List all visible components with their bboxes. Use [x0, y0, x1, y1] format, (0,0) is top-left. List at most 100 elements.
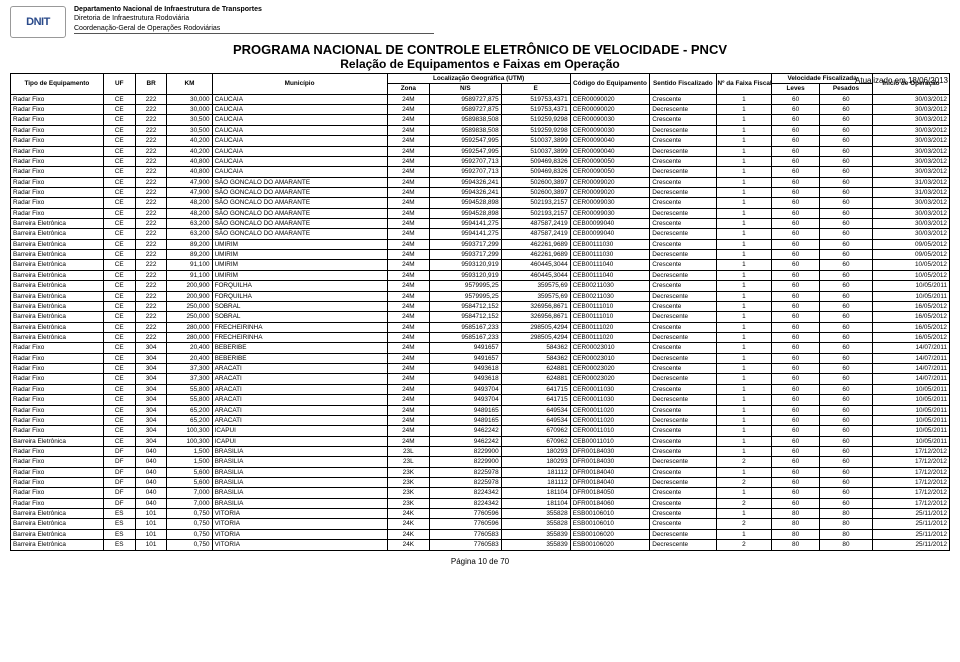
cell: 24K: [387, 529, 429, 539]
table-row: Radar FixoCE30420,400BEBERIBE24M94916575…: [11, 353, 950, 363]
cell: 181112: [501, 478, 570, 488]
cell: 60: [772, 467, 820, 477]
cell: Radar Fixo: [11, 457, 104, 467]
table-head: Tipo de Equipamento UF BR KM Município L…: [11, 74, 950, 95]
cell: 181112: [501, 467, 570, 477]
cell: 60: [772, 374, 820, 384]
cell: 1: [716, 332, 772, 342]
cell: CEB00111040: [570, 270, 650, 280]
cell: SÃO GONCALO DO AMARANTE: [212, 219, 387, 229]
cell: 1: [716, 446, 772, 456]
cell: 355839: [501, 529, 570, 539]
cell: 30/03/2012: [873, 156, 950, 166]
cell: 1: [716, 374, 772, 384]
cell: 16/05/2012: [873, 322, 950, 332]
cell: BRASILIA: [212, 446, 387, 456]
cell: 2: [716, 540, 772, 550]
table-row: Barreira EletrônicaCE222200,900FORQUILHA…: [11, 281, 950, 291]
cell: CER00090020: [570, 94, 650, 104]
cell: 24M: [387, 198, 429, 208]
cell: 460445,3044: [501, 260, 570, 270]
cell: 60: [772, 446, 820, 456]
cell: 30,500: [167, 115, 212, 125]
cell: 222: [135, 208, 167, 218]
cell: 80: [772, 509, 820, 519]
cell: 30/03/2012: [873, 167, 950, 177]
cell: 250,000: [167, 312, 212, 322]
cell: 9462242: [430, 426, 502, 436]
cell: 487587,2419: [501, 229, 570, 239]
cell: CE: [103, 115, 135, 125]
cell: 24M: [387, 415, 429, 425]
cell: CE: [103, 270, 135, 280]
table-row: Radar FixoCE22240,800CAUCAIA24M9592707,7…: [11, 156, 950, 166]
cell: 60: [772, 94, 820, 104]
cell: 91,100: [167, 270, 212, 280]
cell: CEB00011010: [570, 436, 650, 446]
cell: 55,800: [167, 395, 212, 405]
table-row: Radar FixoCE22247,900SÃO GONCALO DO AMAR…: [11, 187, 950, 197]
table-row: Radar FixoDF0405,600BRASILIA23K822597818…: [11, 478, 950, 488]
cell: Decrescente: [650, 229, 716, 239]
cell: CEB00111020: [570, 332, 650, 342]
cell: CER00011020: [570, 415, 650, 425]
cell: DF: [103, 457, 135, 467]
cell: DFR00184030: [570, 457, 650, 467]
cell: 1: [716, 343, 772, 353]
table-row: Radar FixoCE30437,300ARACATI24M949361862…: [11, 374, 950, 384]
cell: 670962: [501, 436, 570, 446]
cell: 30/03/2012: [873, 105, 950, 115]
cell: 9491657: [430, 353, 502, 363]
cell: CAUCAIA: [212, 115, 387, 125]
table-row: Radar FixoDF0407,000BRASILIA23K822434218…: [11, 488, 950, 498]
table-row: Radar FixoCE22240,200CAUCAIA24M9592547,9…: [11, 136, 950, 146]
cell: 24M: [387, 343, 429, 353]
cell: Radar Fixo: [11, 405, 104, 415]
cell: 1: [716, 322, 772, 332]
cell: CER00090040: [570, 146, 650, 156]
cell: 222: [135, 322, 167, 332]
cell: 0,750: [167, 540, 212, 550]
cell: 298505,4294: [501, 322, 570, 332]
cell: 60: [772, 498, 820, 508]
cell: 519753,4371: [501, 105, 570, 115]
cell: 180293: [501, 457, 570, 467]
cell: 23K: [387, 478, 429, 488]
cell: Radar Fixo: [11, 343, 104, 353]
cell: DFR00184040: [570, 467, 650, 477]
cell: Crescente: [650, 509, 716, 519]
cell: 1: [716, 291, 772, 301]
cell: 60: [772, 405, 820, 415]
cell: 9585167,233: [430, 332, 502, 342]
cell: 1: [716, 239, 772, 249]
table-row: Radar FixoCE22248,200SÃO GONCALO DO AMAR…: [11, 198, 950, 208]
cell: 9592547,995: [430, 136, 502, 146]
cell: 326956,8671: [501, 301, 570, 311]
cell: ARACATI: [212, 384, 387, 394]
cell: 24M: [387, 332, 429, 342]
cell: 30/03/2012: [873, 125, 950, 135]
cell: 60: [772, 229, 820, 239]
table-row: Radar FixoCE304100,300ICAPUI24M946224267…: [11, 426, 950, 436]
cell: VITORIA: [212, 540, 387, 550]
cell: Decrescente: [650, 146, 716, 156]
th-uf: UF: [103, 74, 135, 95]
cell: 60: [819, 384, 872, 394]
cell: Crescente: [650, 446, 716, 456]
cell: 519753,4371: [501, 94, 570, 104]
cell: Decrescente: [650, 312, 716, 322]
cell: Crescente: [650, 94, 716, 104]
cell: Crescente: [650, 177, 716, 187]
cell: 326956,8671: [501, 312, 570, 322]
cell: 641715: [501, 384, 570, 394]
cell: CAUCAIA: [212, 146, 387, 156]
th-tipo: Tipo de Equipamento: [11, 74, 104, 95]
cell: Barreira Eletrônica: [11, 529, 104, 539]
cell: 9592707,713: [430, 167, 502, 177]
cell: Crescente: [650, 239, 716, 249]
cell: SÃO GONCALO DO AMARANTE: [212, 177, 387, 187]
cell: 31/03/2012: [873, 177, 950, 187]
cell: 17/12/2012: [873, 488, 950, 498]
cell: Crescente: [650, 498, 716, 508]
cell: 60: [772, 436, 820, 446]
